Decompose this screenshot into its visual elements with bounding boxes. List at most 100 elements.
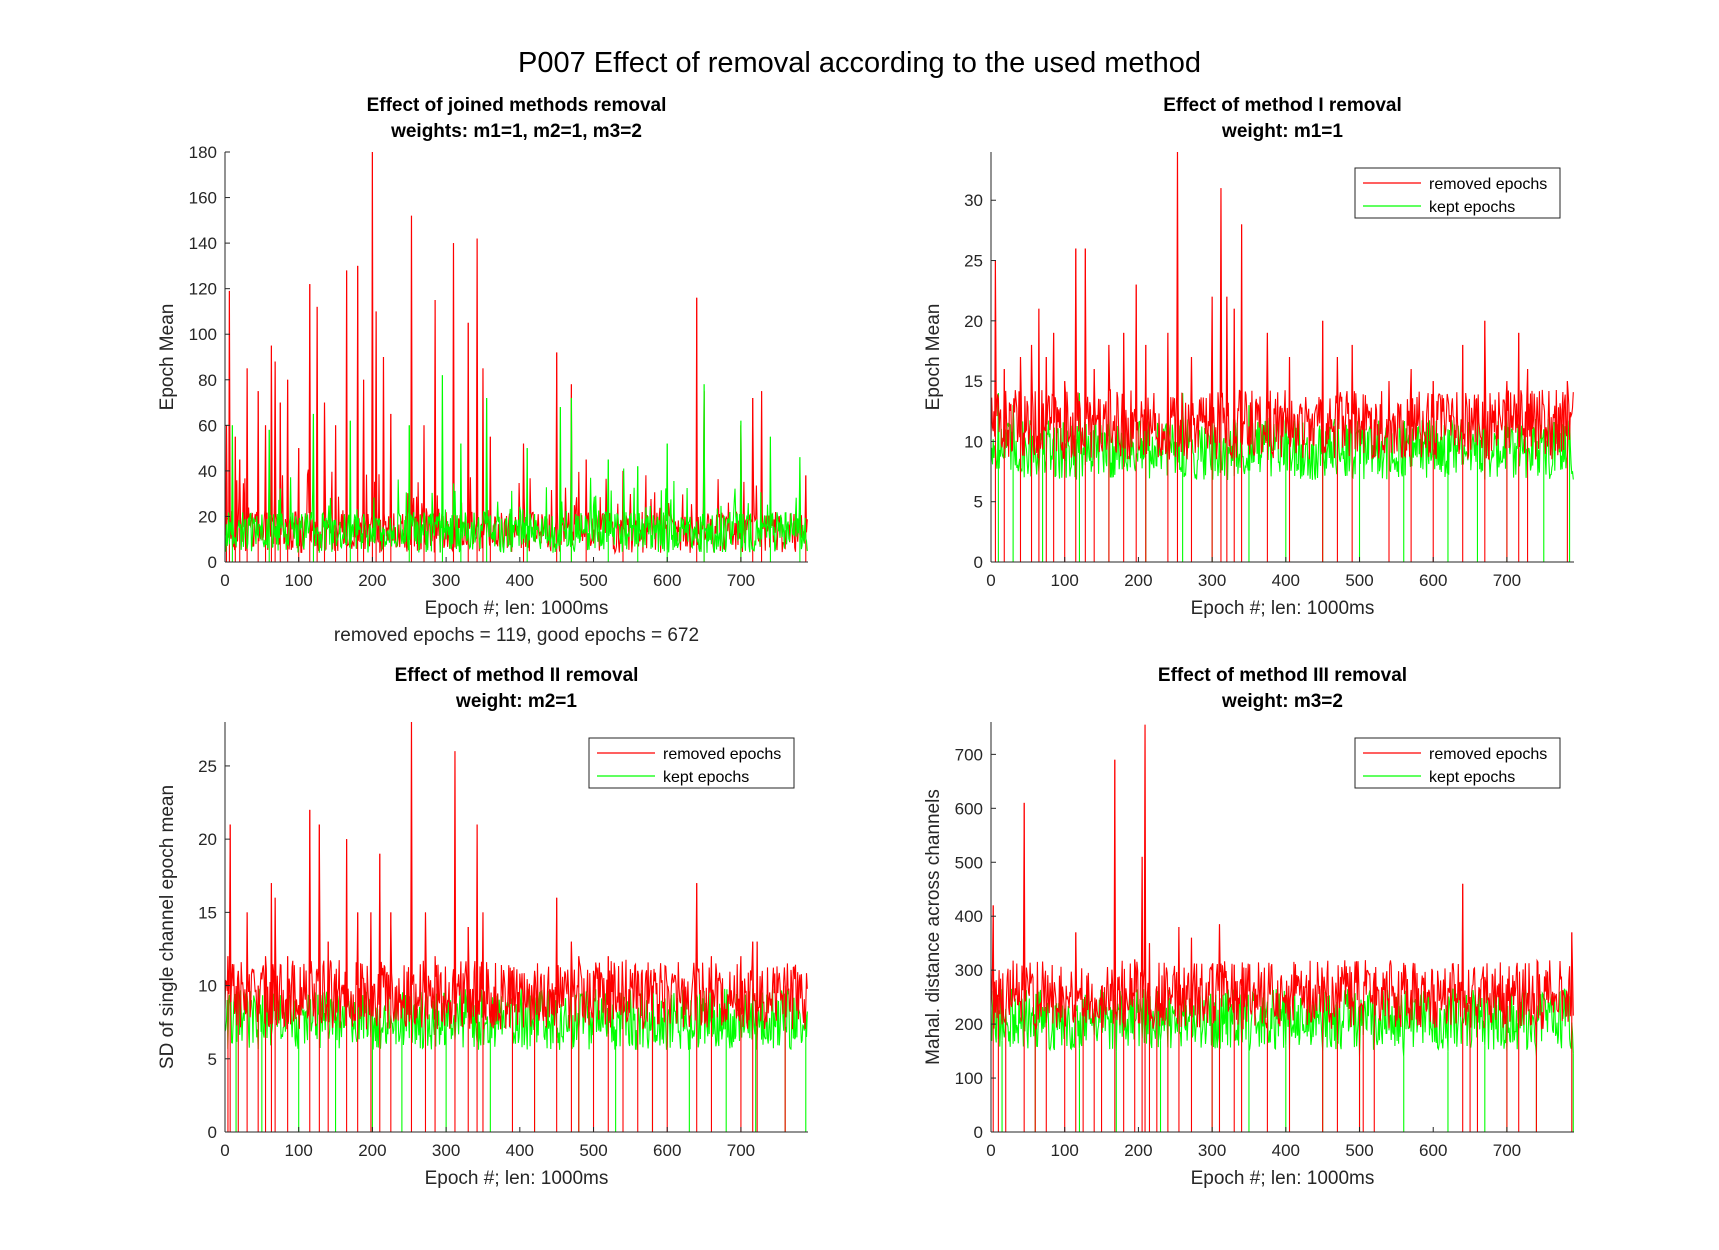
y-tick-label: 0 [208, 553, 217, 572]
x-tick-label: 0 [986, 1141, 995, 1160]
y-tick-label: 20 [198, 830, 217, 849]
legend-label: removed epochs [1429, 746, 1547, 763]
x-tick-label: 500 [1345, 1141, 1373, 1160]
x-tick-label: 700 [727, 1141, 755, 1160]
legend-label: kept epochs [1429, 769, 1515, 786]
y-tick-label: 500 [955, 853, 983, 872]
legend-box [1354, 737, 1561, 789]
x-tick-label: 500 [1345, 571, 1373, 590]
x-tick-label: 0 [986, 571, 995, 590]
x-tick-label: 700 [727, 571, 755, 590]
x-tick-label: 400 [1272, 571, 1300, 590]
x-axis-label: Epoch #; len: 1000ms [425, 1168, 609, 1189]
y-axis-label: Epoch Mean [923, 304, 944, 411]
x-tick-label: 400 [506, 1141, 534, 1160]
subplot-title: Effect of method I removal [1163, 95, 1402, 116]
y-tick-label: 400 [955, 907, 983, 926]
subplot-subtitle: weight: m3=2 [1221, 691, 1343, 712]
plot-area [991, 152, 1574, 562]
x-tick-label: 100 [285, 1141, 313, 1160]
y-tick-label: 40 [198, 462, 217, 481]
series-line-removed [225, 722, 808, 1030]
y-tick-label: 300 [955, 961, 983, 980]
series-line-removed [991, 152, 1574, 461]
subplot-subtitle: weights: m1=1, m2=1, m3=2 [390, 121, 642, 142]
y-tick-label: 25 [964, 252, 983, 271]
y-axis-label: Mahal. distance across channels [923, 789, 944, 1065]
legend-label: removed epochs [663, 746, 781, 763]
y-tick-label: 5 [208, 1050, 217, 1069]
y-tick-label: 700 [955, 745, 983, 764]
x-tick-label: 500 [579, 571, 607, 590]
subplot-title: Effect of method III removal [1158, 665, 1407, 686]
y-tick-label: 0 [974, 1123, 983, 1142]
legend-box [588, 737, 795, 789]
series-line-kept [225, 375, 808, 553]
y-tick-label: 60 [198, 416, 217, 435]
x-tick-label: 400 [506, 571, 534, 590]
y-tick-label: 80 [198, 371, 217, 390]
x-tick-label: 700 [1493, 1141, 1521, 1160]
y-tick-label: 0 [208, 1123, 217, 1142]
legend: removed epochs kept epochs [1354, 167, 1561, 219]
x-tick-label: 300 [1198, 571, 1226, 590]
y-tick-label: 160 [189, 189, 217, 208]
y-tick-label: 20 [964, 312, 983, 331]
x-axis-label: Epoch #; len: 1000ms [1191, 1168, 1375, 1189]
x-tick-label: 0 [220, 571, 229, 590]
x-tick-label: 700 [1493, 571, 1521, 590]
x-tick-label: 300 [432, 571, 460, 590]
plot-area [991, 724, 1574, 1132]
y-tick-label: 600 [955, 799, 983, 818]
x-tick-label: 100 [285, 571, 313, 590]
x-tick-label: 300 [432, 1141, 460, 1160]
y-tick-label: 10 [964, 432, 983, 451]
y-tick-label: 120 [189, 280, 217, 299]
x-tick-label: 500 [579, 1141, 607, 1160]
x-tick-label: 600 [653, 1141, 681, 1160]
x-tick-label: 200 [1124, 1141, 1152, 1160]
x-tick-label: 100 [1051, 571, 1079, 590]
y-tick-label: 180 [189, 143, 217, 162]
x-tick-label: 200 [1124, 571, 1152, 590]
x-tick-label: 100 [1051, 1141, 1079, 1160]
plot-area [225, 152, 808, 562]
x-tick-label: 600 [1419, 571, 1447, 590]
legend-label: kept epochs [1429, 199, 1515, 216]
y-tick-label: 100 [189, 325, 217, 344]
y-tick-label: 100 [955, 1069, 983, 1088]
x-axis-footnote: removed epochs = 119, good epochs = 672 [334, 625, 699, 646]
x-tick-label: 600 [1419, 1141, 1447, 1160]
series-line-removed [991, 724, 1574, 1046]
x-tick-label: 400 [1272, 1141, 1300, 1160]
x-tick-label: 300 [1198, 1141, 1226, 1160]
legend-label: kept epochs [663, 769, 749, 786]
x-tick-label: 200 [358, 571, 386, 590]
y-tick-label: 30 [964, 191, 983, 210]
y-tick-label: 15 [198, 903, 217, 922]
x-tick-label: 200 [358, 1141, 386, 1160]
y-tick-label: 0 [974, 553, 983, 572]
x-tick-label: 0 [220, 1141, 229, 1160]
x-axis-label: Epoch #; len: 1000ms [425, 598, 609, 619]
y-tick-label: 140 [189, 234, 217, 253]
y-tick-label: 20 [198, 507, 217, 526]
y-axis-label: Epoch Mean [157, 304, 178, 411]
y-tick-label: 15 [964, 372, 983, 391]
legend-box [1354, 167, 1561, 219]
y-tick-label: 25 [198, 757, 217, 776]
plot-area [225, 722, 808, 1132]
legend: removed epochs kept epochs [588, 737, 795, 789]
subplot-title: Effect of method II removal [395, 665, 639, 686]
legend-label: removed epochs [1429, 176, 1547, 193]
legend: removed epochs kept epochs [1354, 737, 1561, 789]
subplot-subtitle: weight: m1=1 [1221, 121, 1343, 142]
y-axis-label: SD of single channel epoch mean [157, 785, 178, 1069]
subplot-subtitle: weight: m2=1 [455, 691, 577, 712]
x-tick-label: 600 [653, 571, 681, 590]
